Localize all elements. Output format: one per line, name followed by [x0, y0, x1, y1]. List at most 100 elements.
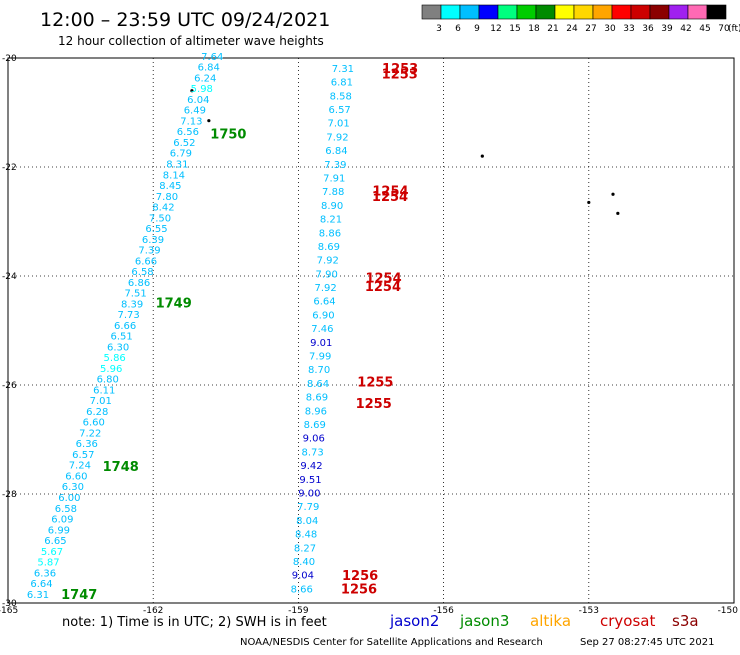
legend-label: 12 [490, 24, 501, 34]
wave-height-value: 7.31 [332, 64, 354, 75]
wave-height-value: 5.86 [104, 353, 126, 364]
legend-swatch [459, 4, 480, 20]
y-tick-label: -30 [2, 599, 17, 609]
legend-label: 30 [604, 24, 616, 34]
wave-height-value: 7.24 [69, 461, 91, 472]
island-marker [480, 154, 484, 158]
island-marker [207, 119, 211, 123]
wave-height-value: 6.58 [55, 504, 77, 515]
wave-height-value: 6.80 [97, 375, 119, 386]
wave-height-value: 8.21 [320, 215, 342, 226]
wave-height-value: 8.69 [306, 393, 328, 404]
pass-time-label: 1254 [372, 185, 408, 200]
wave-height-value: 7.92 [317, 256, 339, 267]
wave-height-value: 6.49 [184, 106, 206, 117]
wave-height-value: 7.79 [297, 502, 319, 513]
wave-height-value: 6.86 [128, 278, 150, 289]
wave-height-value: 6.57 [329, 105, 351, 116]
island-marker [190, 89, 194, 93]
wave-height-value: 8.73 [301, 447, 323, 458]
y-tick-label: -26 [2, 381, 17, 391]
legend-swatch [592, 4, 613, 20]
wave-height-value: 6.66 [114, 321, 136, 332]
wave-height-value: 6.60 [83, 418, 105, 429]
wave-height-value: 8.45 [159, 181, 181, 192]
wave-height-value: 5.96 [100, 364, 122, 375]
pass-time-label: 1255 [357, 375, 393, 390]
wave-height-value: 8.04 [296, 516, 318, 527]
legend-label: 9 [474, 24, 480, 34]
legend-label: 42 [680, 24, 691, 34]
y-tick-label: -24 [2, 272, 17, 282]
wave-height-value: 8.64 [307, 379, 329, 390]
legend-label: 24 [566, 24, 578, 34]
island-marker [587, 200, 591, 205]
wave-height-value: 5.87 [37, 558, 59, 569]
wave-height-value: 7.90 [316, 269, 338, 280]
satellite-name: s3a [672, 612, 699, 630]
wave-height-value: 9.51 [299, 475, 321, 486]
wave-height-value: 8.86 [319, 228, 341, 239]
wave-height-value: 7.13 [180, 116, 202, 127]
wave-height-value: 9.00 [298, 488, 320, 499]
x-tick-label: -165 [0, 606, 18, 616]
pass-time-label: 1256 [342, 569, 378, 584]
wave-height-value: 8.31 [166, 159, 188, 170]
wave-height-value: 6.04 [187, 95, 209, 106]
wave-height-value: 6.00 [58, 493, 80, 504]
wave-height-value: 7.01 [327, 119, 349, 130]
wave-height-value: 7.46 [311, 324, 333, 335]
wave-height-value: 6.64 [30, 579, 52, 590]
wave-height-value: 7.39 [138, 246, 160, 257]
wave-height-value: 7.01 [90, 396, 112, 407]
wave-height-value: 6.84 [325, 146, 347, 157]
satellite-name: jason3 [459, 612, 509, 630]
footnote: note: 1) Time is in UTC; 2) SWH is in fe… [62, 615, 327, 630]
pass-time-label: 1747 [61, 588, 97, 603]
legend-label: 3 [436, 24, 442, 34]
satellite-name: cryosat [600, 612, 655, 630]
pass-time-label: 1750 [210, 127, 246, 142]
wave-height-value: 6.09 [51, 515, 73, 526]
wave-height-value: 9.42 [300, 461, 322, 472]
wave-height-value: 6.99 [48, 525, 70, 536]
wave-height-value: 8.39 [121, 299, 143, 310]
gridlines [8, 58, 734, 603]
wave-height-value: 8.66 [291, 584, 313, 595]
x-tick-label: -153 [579, 606, 599, 616]
legend-label: 70 [718, 24, 730, 34]
wave-height-value: 6.28 [86, 407, 108, 418]
wave-height-value: 7.73 [117, 310, 139, 321]
legend-label: 33 [623, 24, 634, 34]
legend-swatch [440, 4, 461, 20]
wave-height-value: 7.64 [201, 52, 223, 63]
wave-height-value: 6.57 [72, 450, 94, 461]
wave-height-value: 8.69 [318, 242, 340, 253]
legend-unit: (ft) [728, 24, 740, 34]
wave-height-value: 6.60 [65, 471, 87, 482]
wave-height-value: 6.30 [62, 482, 84, 493]
y-tick-label: -28 [2, 490, 17, 500]
wave-height-value: 5.67 [41, 547, 63, 558]
wave-height-value: 6.36 [76, 439, 98, 450]
pass-time-label: 1254 [365, 280, 401, 295]
wave-height-value: 8.40 [293, 557, 315, 568]
wave-height-value: 8.70 [308, 365, 330, 376]
wave-height-value: 6.90 [312, 310, 334, 321]
wave-height-value: 8.69 [304, 420, 326, 431]
y-tick-label: -22 [2, 163, 17, 173]
x-tick-label: -156 [433, 606, 454, 616]
wave-height-value: 5.98 [191, 84, 213, 95]
wave-height-value: 7.50 [149, 213, 171, 224]
wave-height-value: 8.48 [295, 530, 317, 541]
legend-swatch [497, 4, 518, 20]
wave-height-value: 6.24 [194, 73, 216, 84]
legend-swatch [478, 4, 499, 20]
legend-label: 27 [585, 24, 596, 34]
wave-height-value: 6.55 [145, 224, 167, 235]
wave-height-value: 9.06 [303, 434, 325, 445]
pass-time-label: 1254 [372, 190, 408, 205]
wave-height-value: 7.99 [309, 352, 331, 363]
